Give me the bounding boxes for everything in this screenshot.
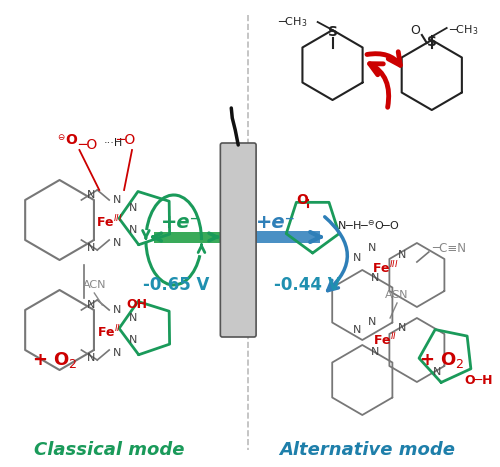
Text: Classical mode: Classical mode (34, 441, 184, 459)
Text: ─CH$_3$: ─CH$_3$ (448, 23, 478, 37)
Text: S: S (427, 35, 437, 49)
Text: ACN: ACN (386, 290, 409, 300)
Text: S: S (328, 25, 338, 39)
Text: N─H─$^{\ominus}$O─O: N─H─$^{\ominus}$O─O (338, 219, 400, 232)
Text: N: N (368, 317, 376, 327)
Text: ─CH$_3$: ─CH$_3$ (278, 15, 308, 29)
Text: N: N (113, 238, 122, 248)
Text: ···H: ···H (104, 138, 124, 148)
Text: ─O: ─O (78, 138, 97, 152)
Text: + O$_2$: + O$_2$ (419, 350, 465, 370)
Text: O: O (66, 133, 78, 147)
Text: O─H: O─H (464, 374, 493, 387)
Text: ─O: ─O (116, 133, 136, 147)
Bar (154, 232, 222, 243)
Text: -0.44 V: -0.44 V (274, 276, 341, 294)
Text: Fe$^{III}$: Fe$^{III}$ (372, 260, 398, 276)
Text: N: N (87, 243, 96, 253)
Text: OH: OH (126, 298, 148, 311)
Text: ACN: ACN (82, 280, 106, 290)
Text: Alternative mode: Alternative mode (280, 441, 456, 459)
Text: N: N (368, 243, 376, 253)
Text: N: N (113, 195, 122, 205)
Text: N: N (87, 190, 96, 200)
Text: N: N (129, 335, 137, 345)
Text: Fe$^{III}$: Fe$^{III}$ (96, 214, 122, 230)
Text: ─C≡N: ─C≡N (432, 241, 466, 255)
Text: N: N (371, 347, 380, 357)
Text: -0.65 V: -0.65 V (144, 276, 210, 294)
Text: N: N (371, 273, 380, 283)
Text: N: N (129, 313, 137, 323)
Text: Fe$^{II}$: Fe$^{II}$ (373, 332, 397, 348)
FancyBboxPatch shape (220, 143, 256, 337)
Text: +e⁻: +e⁻ (160, 212, 200, 232)
Text: $^{\ominus}$: $^{\ominus}$ (57, 134, 66, 147)
Text: N: N (87, 300, 96, 310)
Text: +e⁻: +e⁻ (256, 212, 296, 232)
Text: N: N (398, 323, 406, 333)
Text: + O$_2$: + O$_2$ (32, 350, 78, 370)
Text: N: N (398, 250, 406, 260)
Text: O: O (410, 23, 420, 36)
Text: N: N (113, 305, 122, 315)
Text: O: O (296, 193, 308, 207)
Text: N: N (113, 348, 122, 358)
Text: N: N (353, 253, 362, 263)
Text: N: N (353, 325, 362, 335)
Text: N: N (87, 353, 96, 363)
Bar (255, 231, 320, 243)
Text: N: N (129, 203, 137, 213)
Text: N: N (432, 367, 441, 377)
Text: N: N (129, 225, 137, 235)
Text: Fe$^{II}$: Fe$^{II}$ (97, 324, 121, 340)
